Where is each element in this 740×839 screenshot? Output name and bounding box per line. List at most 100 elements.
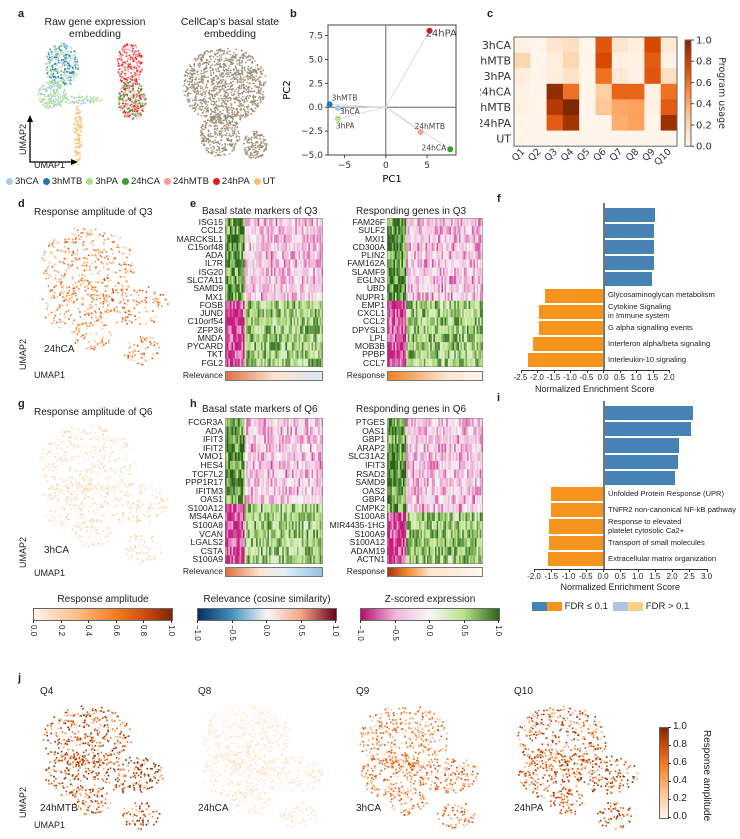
expression-cell: [301, 251, 304, 260]
cell-point: [77, 163, 80, 166]
cell-point: [109, 302, 111, 305]
cell-point: [118, 51, 121, 54]
legend-dot-icon: [164, 177, 171, 185]
expression-cell: [455, 218, 458, 227]
expression-cell: [433, 218, 436, 227]
cell-point: [195, 93, 198, 95]
cell-point: [72, 319, 75, 322]
cell-point: [199, 72, 202, 75]
cell-point: [55, 92, 57, 94]
cell-point: [216, 55, 219, 58]
expression-cell: [242, 267, 245, 277]
cell-point: [242, 57, 244, 60]
cell-point: [210, 83, 213, 86]
cell-point: [248, 69, 251, 72]
expression-cell: [303, 226, 306, 235]
expression-cell: [449, 234, 452, 244]
cell-point: [72, 276, 74, 279]
cell-point: [241, 70, 243, 72]
expression-cell: [308, 242, 311, 252]
cell-point: [216, 116, 219, 119]
cell-point: [236, 97, 239, 99]
expression-cell: [300, 267, 302, 277]
cell-point: [128, 310, 131, 313]
cell-point: [81, 277, 83, 280]
expression-cell: [436, 218, 439, 227]
cell-point: [41, 98, 44, 101]
cell-point: [45, 81, 48, 84]
cell-point: [122, 99, 124, 101]
cell-point: [107, 280, 109, 282]
cell-point: [66, 286, 68, 288]
cell-point: [38, 90, 41, 93]
expression-cell: [272, 325, 275, 335]
cell-point: [186, 74, 189, 77]
cell-point: [54, 78, 57, 81]
expression-cell: [409, 234, 412, 244]
cell-point: [190, 76, 192, 79]
expression-cell: [296, 292, 299, 301]
cell-point: [214, 115, 217, 118]
expression-cell: [272, 317, 275, 326]
expression-cell: [318, 226, 320, 235]
cell-point: [71, 278, 74, 280]
cell-point: [234, 65, 237, 68]
cell-point: [212, 79, 214, 82]
expression-cell: [283, 325, 286, 335]
cell-point: [121, 293, 124, 295]
expression-cell: [443, 234, 445, 244]
cell-point: [76, 102, 79, 104]
cell-point: [192, 85, 195, 88]
cell-point: [215, 100, 218, 103]
cell-point: [255, 156, 258, 159]
expression-cell: [285, 358, 288, 367]
cell-point: [84, 310, 86, 312]
expression-cell: [295, 317, 298, 326]
cell-point: [236, 80, 239, 83]
cell-point: [244, 116, 246, 118]
cell-point: [68, 286, 70, 288]
cell-point: [224, 84, 226, 87]
cell-point: [139, 103, 142, 106]
cell-point: [102, 293, 105, 296]
expression-cell: [288, 358, 291, 367]
cell-point: [57, 271, 60, 274]
expression-cell: [476, 218, 479, 227]
cell-point: [72, 293, 75, 295]
cell-point: [246, 74, 249, 77]
expression-cell: [290, 350, 293, 359]
cell-point: [90, 99, 92, 102]
cell-point: [214, 95, 216, 98]
cell-point: [80, 143, 82, 146]
cell-point: [133, 73, 136, 76]
cell-point: [74, 68, 77, 71]
cell-point: [210, 72, 212, 74]
cell-point: [226, 129, 229, 132]
cell-point: [238, 64, 241, 67]
expression-cell: [303, 358, 306, 367]
expression-cell: [438, 234, 440, 244]
expression-cell: [316, 317, 319, 326]
cell-point: [238, 138, 241, 141]
cell-point: [215, 81, 218, 83]
expression-cell: [293, 358, 296, 367]
expression-cell: [264, 325, 267, 335]
x-tick-label: 0: [383, 161, 389, 171]
cell-point: [88, 325, 91, 328]
expression-cell: [280, 242, 283, 252]
cell-point: [91, 301, 93, 303]
cell-point: [46, 307, 49, 310]
cell-point: [54, 95, 57, 98]
expression-cell: [275, 325, 278, 335]
cell-point: [226, 117, 229, 120]
cell-point: [264, 145, 267, 148]
cell-point: [222, 119, 225, 122]
expression-cell: [314, 226, 317, 235]
cell-point: [134, 43, 137, 46]
cell-point: [208, 124, 211, 127]
cell-point: [121, 47, 124, 50]
cell-point: [154, 316, 157, 318]
cell-point: [88, 314, 90, 316]
cell-point: [77, 133, 80, 135]
cell-point: [111, 235, 114, 237]
